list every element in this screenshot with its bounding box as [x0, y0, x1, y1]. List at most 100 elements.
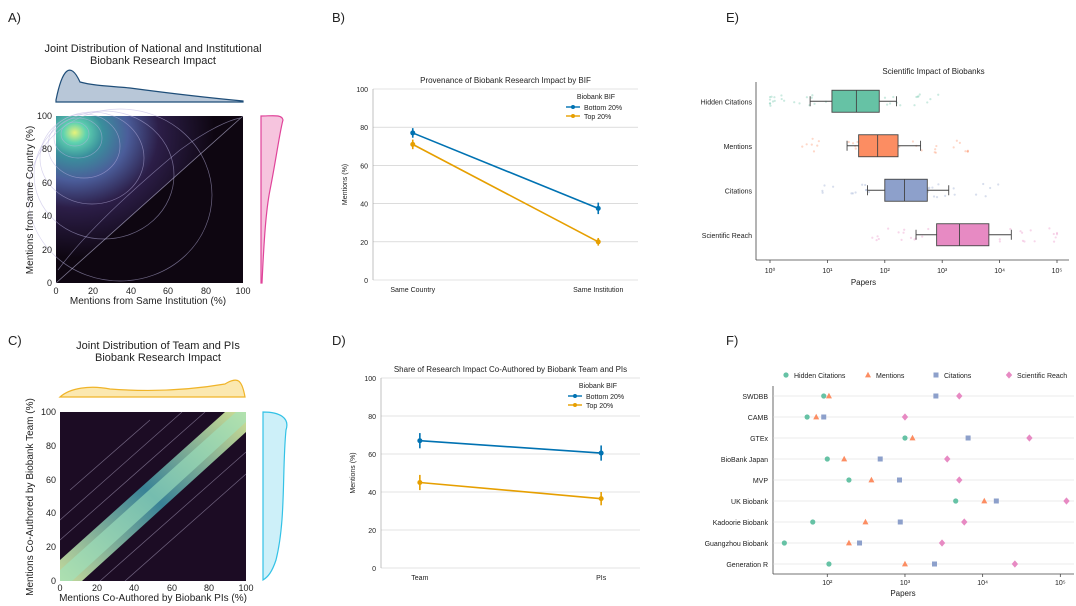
y-tick-label: 60	[360, 163, 368, 170]
panel-title: Joint Distribution of Team and PIs	[76, 340, 240, 352]
jitter-point	[888, 102, 892, 105]
panel-letter: D)	[332, 333, 346, 348]
jitter-point	[887, 227, 890, 230]
data-point	[417, 438, 423, 444]
x-tick-label: 80	[204, 583, 214, 593]
data-point	[598, 450, 604, 456]
y-tick-label: MVP	[753, 478, 769, 485]
panel-title: Joint Distribution of National and Insti…	[44, 43, 261, 55]
x-tick-label: 0	[57, 583, 62, 593]
x-axis-label: Mentions from Same Institution (%)	[70, 296, 226, 307]
series-line	[419, 481, 602, 500]
legend-label: Mentions	[876, 373, 905, 380]
jitter-point	[847, 140, 850, 144]
jitter-point	[810, 143, 813, 146]
y-tick-label: 40	[46, 508, 56, 518]
x-axis-label: Mentions Co-Authored by Biobank PIs (%)	[59, 593, 247, 604]
data-point	[909, 434, 916, 441]
panel-c: C) Joint Distribution of Team and PIs Bi…	[8, 333, 288, 604]
x-tick-label: 100	[238, 583, 253, 593]
panel-title: Biobank Research Impact	[90, 55, 216, 67]
y-axis-label: Mentions (%)	[350, 452, 357, 493]
jitter-point	[953, 193, 956, 196]
x-tick-label: 10³	[937, 268, 948, 275]
chart-e: Scientific Impact of Biobanks 10⁰ 10¹ 10² 10…	[701, 67, 1069, 287]
data-point	[826, 561, 832, 567]
jitter-point	[768, 98, 772, 101]
jitter-point	[1020, 231, 1024, 234]
jitter-point	[817, 140, 820, 143]
jitter-point	[932, 195, 936, 198]
data-point	[598, 496, 604, 502]
jitter-point	[915, 95, 918, 99]
chart-title: Share of Research Impact Co-Authored by …	[394, 365, 627, 374]
data-point	[821, 414, 827, 420]
y-tick-label: 80	[42, 144, 52, 154]
x-tick-label: 80	[201, 286, 211, 296]
x-tick-labels: 0 20 40 60 80 100	[57, 583, 253, 593]
y-axis-label: Mentions (%)	[342, 164, 349, 205]
jitter-point	[771, 100, 775, 103]
data-point	[897, 519, 903, 525]
data-point	[965, 435, 971, 441]
marginal-density-right	[262, 411, 288, 582]
data-point	[595, 239, 601, 245]
x-tick-label: 60	[167, 583, 177, 593]
jitter-point	[851, 142, 855, 145]
x-axis-label: Papers	[851, 278, 876, 287]
y-tick-label: 60	[46, 475, 56, 485]
data-point	[410, 130, 416, 136]
jitter-point	[916, 95, 919, 98]
jitter-point	[964, 150, 967, 153]
jitter-point	[864, 183, 867, 187]
jitter-point	[966, 149, 970, 152]
x-tick-label: 10²	[880, 268, 891, 275]
data-point	[813, 413, 820, 420]
panel-letter: C)	[8, 333, 22, 348]
jitter-point	[865, 188, 868, 192]
data-point	[825, 392, 832, 399]
jitter-point	[920, 149, 923, 152]
jitter-point	[927, 227, 930, 231]
y-axis-label: Mentions from Same Country (%)	[25, 126, 36, 274]
jitter-point	[997, 183, 1000, 186]
y-tick-label: 100	[37, 111, 52, 121]
jitter-point	[821, 191, 824, 194]
jitter-point	[1033, 240, 1036, 243]
y-tick-label: 40	[42, 211, 52, 221]
jitter-point	[955, 139, 958, 142]
x-tick-label: 10¹	[822, 268, 833, 275]
y-tick-label: Citations	[725, 188, 753, 195]
jitter-point	[984, 195, 987, 198]
jitter-point	[1009, 227, 1012, 231]
data-point	[896, 477, 902, 483]
jitter-point	[935, 144, 938, 148]
data-point	[845, 539, 852, 546]
x-tick-label: 10²	[822, 580, 833, 587]
jitter-point	[966, 150, 969, 153]
data-point	[595, 205, 601, 211]
legend-marker	[865, 371, 871, 378]
jitter-point	[927, 187, 930, 190]
jitter-point	[913, 238, 916, 241]
box	[884, 178, 928, 202]
y-tick-label: 0	[372, 566, 376, 573]
y-axis-label: Mentions Co-Authored by Biobank Team (%)	[25, 398, 36, 596]
panel-letter: A)	[8, 10, 21, 25]
data-point	[841, 455, 848, 462]
jitter-point	[856, 140, 859, 144]
data-point	[1011, 560, 1019, 568]
legend-label: Hidden Citations	[794, 373, 846, 380]
chart-title: Scientific Impact of Biobanks	[882, 67, 984, 76]
chart-b: Provenance of Biobank Research Impact by…	[342, 76, 638, 294]
jitter-point	[998, 240, 1001, 243]
y-tick-label: 0	[51, 576, 56, 586]
data-point	[901, 560, 908, 567]
y-tick-label: 20	[368, 528, 376, 535]
y-tick-label: Kadoorie Biobank	[713, 520, 769, 527]
panel-letter: F)	[726, 333, 738, 348]
jitter-point	[902, 231, 905, 234]
data-point	[410, 141, 416, 147]
data-point	[804, 414, 810, 420]
